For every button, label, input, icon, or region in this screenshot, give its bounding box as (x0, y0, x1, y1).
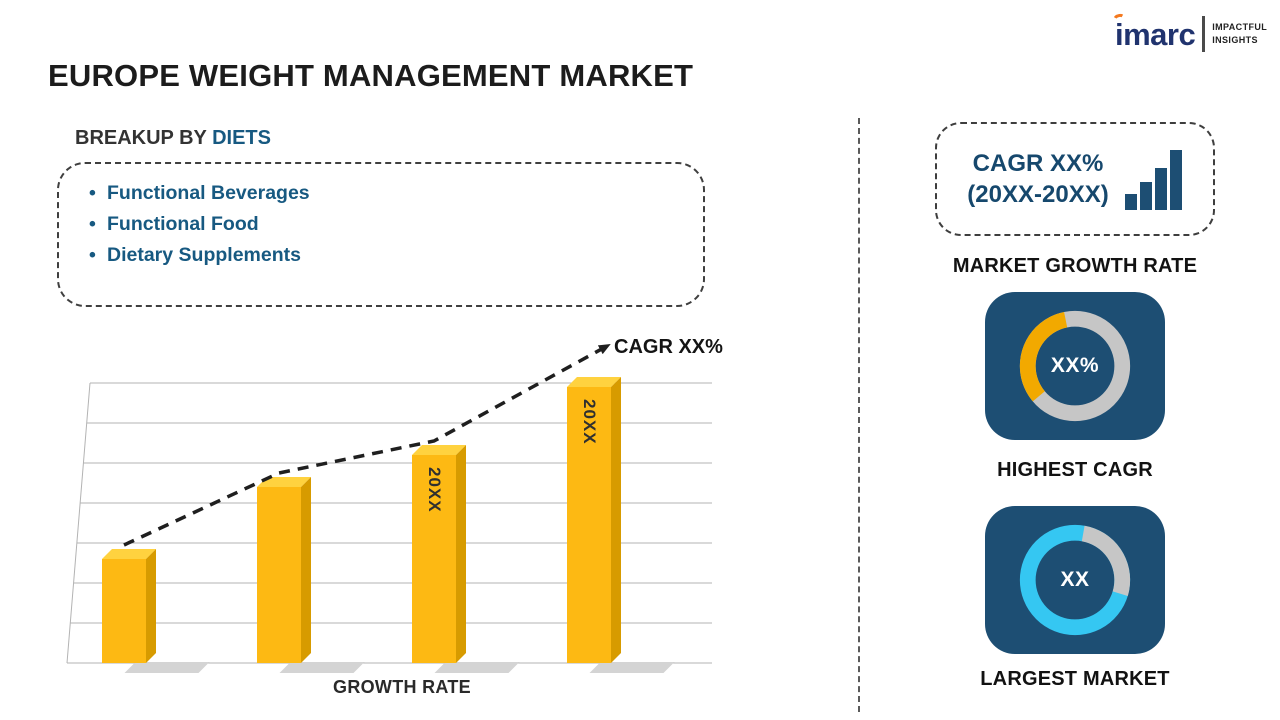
bar-chart-icon (1124, 150, 1182, 210)
logo-brand-text: imarc (1115, 16, 1196, 52)
imarc-logo: imarc IMPACTFUL INSIGHTS (1111, 12, 1267, 52)
highest-cagr-donut-chart (1019, 310, 1131, 422)
largest-market-caption: LARGEST MARKET (980, 668, 1170, 690)
bar-group: 20XX 20XX (62, 338, 722, 700)
market-growth-caption: MARKET GROWTH RATE (952, 255, 1198, 277)
growth-rate-chart: 20XX 20XX CAGR XX% GROWTH RATE (62, 336, 723, 700)
highest-cagr-card: XX% (985, 292, 1165, 440)
chart-bar (102, 559, 146, 663)
highest-cagr-value: XX% (1050, 354, 1100, 377)
cagr-trend-label: CAGR XX% (614, 336, 723, 358)
diet-list-item: Functional Beverages (89, 178, 703, 209)
bar-top-face (102, 549, 156, 559)
bar-top-face (567, 377, 621, 387)
largest-market-value: XX (1060, 568, 1090, 591)
logo-brand: imarc (1111, 12, 1196, 52)
cagr-period-line: (20XX-20XX) (967, 181, 1109, 208)
breakup-heading: BREAKUP BY DIETS (75, 127, 271, 150)
trend-arrow (123, 343, 611, 547)
bar-side-face (456, 445, 466, 663)
breakup-heading-prefix: BREAKUP BY (75, 127, 207, 149)
bar-side-face (611, 377, 621, 663)
diet-list-item: Dietary Supplements (89, 240, 703, 271)
cagr-value-line: CAGR XX% (972, 149, 1104, 177)
page-title: EUROPE WEIGHT MANAGEMENT MARKET (48, 58, 694, 93)
market-growth-card: CAGR XX% (20XX-20XX) (935, 122, 1215, 236)
largest-market-card: XX (985, 506, 1165, 654)
bar-top-face (412, 445, 466, 455)
highest-cagr-caption: HIGHEST CAGR (997, 459, 1153, 481)
vertical-divider (858, 118, 860, 712)
bar-top-face (257, 477, 311, 487)
chart-x-axis-label: GROWTH RATE (333, 677, 471, 697)
diet-list-item: Functional Food (89, 209, 703, 240)
largest-market-donut-wrap: XX (1012, 517, 1138, 643)
chart-bar: 20XX (412, 455, 456, 663)
bar-year-label: 20XX (580, 399, 599, 445)
diet-list: Functional Beverages Functional Food Die… (89, 178, 703, 271)
chart-gridlines (66, 382, 712, 664)
chart-bar (257, 487, 301, 663)
logo-tagline: IMPACTFUL INSIGHTS (1212, 21, 1267, 48)
highest-cagr-donut-wrap: XX% (1012, 303, 1138, 429)
breakup-heading-highlight: DIETS (212, 127, 271, 149)
bar-side-face (146, 549, 156, 663)
logo-tagline-line2: INSIGHTS (1212, 35, 1258, 45)
bar-year-label: 20XX (425, 467, 444, 513)
logo-divider (1202, 16, 1206, 52)
bar-side-face (301, 477, 311, 663)
largest-market-donut-chart (1019, 524, 1131, 636)
diet-list-box: Functional Beverages Functional Food Die… (57, 162, 705, 307)
market-growth-card-text: CAGR XX% (20XX-20XX) (967, 148, 1108, 210)
logo-tagline-line1: IMPACTFUL (1212, 21, 1268, 32)
chart-bar: 20XX (567, 387, 611, 663)
